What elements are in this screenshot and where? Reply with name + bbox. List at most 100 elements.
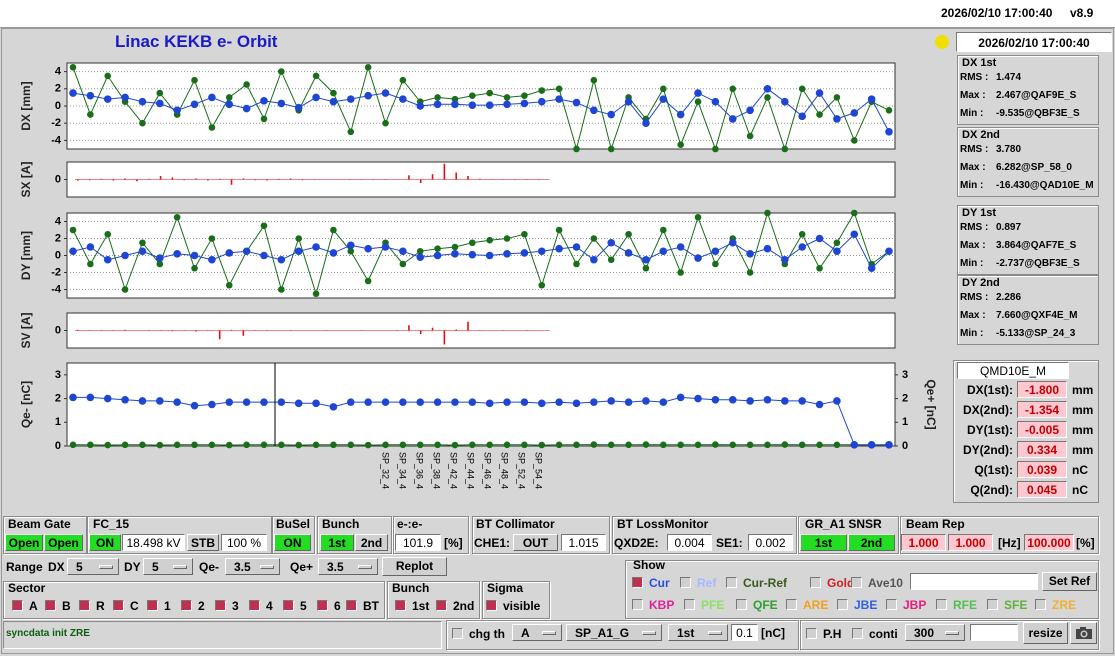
checkbox[interactable]: Cur [632,576,670,590]
checkbox[interactable]: PFE [684,598,724,612]
range-menu[interactable]: 3.5 [225,558,280,575]
checkbox[interactable]: ZRE [1035,598,1076,612]
checkbox-box[interactable] [684,599,695,610]
checkbox-box[interactable] [786,599,797,610]
checkbox-box[interactable] [452,628,463,639]
checkbox[interactable]: conti [852,627,898,641]
gate-button[interactable]: Open [5,534,43,551]
checkbox-box[interactable] [283,600,294,611]
checkbox[interactable]: 1st [395,599,429,613]
data-point [572,399,581,408]
collimator-state[interactable]: OUT [513,534,558,551]
fc-state[interactable]: ON [89,534,121,551]
loss-name: SE1: [716,536,743,550]
checkbox[interactable]: C [113,599,139,613]
checkbox-box[interactable] [147,600,158,611]
checkbox-box[interactable] [12,600,23,611]
fc-mode[interactable]: STB [187,534,219,551]
camera-button[interactable] [1070,622,1097,644]
checkbox[interactable]: B [45,599,71,613]
range-menu[interactable]: 3.5 [318,558,378,575]
checkbox[interactable]: QFE [736,598,778,612]
monitor-value: 0.334 [1017,441,1067,458]
ref-input[interactable] [910,573,1038,590]
checkbox[interactable]: Ref [680,576,716,590]
data-point [191,441,198,449]
checkbox-box[interactable] [936,599,947,610]
checkbox[interactable]: 4 [249,599,273,613]
checkbox[interactable]: Cur-Ref [726,576,787,590]
checkbox[interactable]: Gold [810,576,854,590]
checkbox[interactable]: P.H [806,627,841,641]
threshold[interactable]: 0.1 [731,624,758,641]
checkbox-box[interactable] [79,600,90,611]
checkbox-box[interactable] [317,600,328,611]
gate-button[interactable]: Open [44,534,83,551]
checkbox[interactable]: 2 [181,599,205,613]
menu[interactable]: A [512,624,562,641]
checkbox-box[interactable] [852,628,863,639]
checkbox[interactable]: 6 [317,599,341,613]
checkbox-box[interactable] [249,600,260,611]
bunch-button[interactable]: 1st [320,534,354,551]
checkbox-box[interactable] [851,577,862,588]
data-point [139,239,146,247]
resize-button[interactable]: resize [1023,622,1068,644]
checkbox-box[interactable] [181,600,192,611]
bar [443,163,446,180]
replot-button[interactable]: Replot [382,557,447,576]
checkbox[interactable]: KBP [632,598,674,612]
snsr-button[interactable]: 1st [800,534,847,551]
checkbox-box[interactable] [810,577,821,588]
checkbox-box[interactable] [837,599,848,610]
bunch-button[interactable]: 2nd [355,534,388,551]
data-point [555,95,563,103]
checkbox[interactable]: 3 [215,599,239,613]
checkbox[interactable]: 1 [147,599,171,613]
checkbox-box[interactable] [632,577,643,588]
checkbox[interactable]: SFE [987,598,1027,612]
range-menu[interactable]: 5 [67,558,119,575]
stats-panel [957,127,1099,197]
checkbox[interactable]: RFE [936,598,977,612]
checkbox-box[interactable] [680,577,691,588]
count-input[interactable] [970,624,1018,641]
checkbox[interactable]: JBE [837,598,877,612]
checkbox[interactable]: chg th [452,627,505,641]
menu[interactable]: 1st [668,624,728,641]
menu[interactable]: SP_A1_G [566,624,662,641]
count-menu[interactable]: 300 [905,624,965,641]
checkbox[interactable]: visible [486,599,540,613]
data-point [538,441,546,449]
checkbox[interactable]: R [79,599,105,613]
checkbox-box[interactable] [486,600,497,611]
data-point [295,441,303,449]
checkbox-box[interactable] [806,628,817,639]
checkbox-box[interactable] [113,600,124,611]
checkbox-box[interactable] [1035,599,1046,610]
checkbox[interactable]: JBP [886,598,926,612]
data-point [294,399,303,408]
checkbox-box[interactable] [436,600,447,611]
checkbox-box[interactable] [726,577,737,588]
checkbox-box[interactable] [987,599,998,610]
snsr-button[interactable]: 2nd [848,534,895,551]
checkbox[interactable]: Ave10 [851,576,903,590]
checkbox-box[interactable] [215,600,226,611]
checkbox[interactable]: 5 [283,599,307,613]
checkbox-box[interactable] [346,600,357,611]
range-menu[interactable]: 5 [143,558,193,575]
checkbox-box[interactable] [736,599,747,610]
checkbox[interactable]: A [12,599,38,613]
checkbox[interactable]: BT [346,599,379,613]
range-name: DY [124,560,141,574]
checkbox-box[interactable] [45,600,56,611]
stats-label: Max : [960,90,986,101]
checkbox[interactable]: 2nd [436,599,474,613]
set-ref-button[interactable]: Set Ref [1042,572,1097,591]
checkbox-box[interactable] [395,600,406,611]
checkbox-box[interactable] [886,599,897,610]
checkbox-box[interactable] [632,599,643,610]
checkbox[interactable]: ARE [786,598,828,612]
busel-state[interactable]: ON [274,534,311,551]
